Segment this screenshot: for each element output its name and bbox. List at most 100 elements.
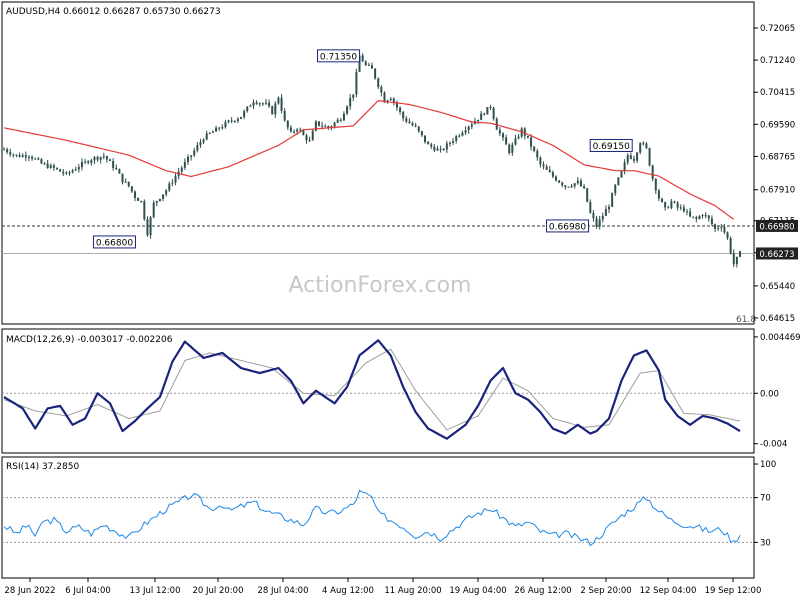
axis-layer: 0.72065 0.71240 0.70415 0.69590 0.68765 0.679… — [4, 24, 800, 596]
candle-body — [180, 167, 183, 172]
candle-body — [268, 102, 271, 107]
candle-body — [533, 146, 536, 151]
candle-body — [143, 201, 146, 220]
candle-body — [411, 123, 414, 126]
x-tick-label: 13 Jul 12:00 — [130, 586, 181, 596]
x-tick-label: 11 Aug 20:00 — [384, 586, 441, 596]
candle-body — [732, 252, 735, 265]
candle-body — [380, 87, 383, 93]
candle-body — [424, 135, 427, 142]
candle-body — [361, 55, 364, 62]
candle-body — [480, 113, 483, 120]
level-label-box — [92, 235, 136, 249]
level-label-text: 0.66800 — [96, 238, 133, 248]
candle-body — [261, 103, 264, 105]
candle-body — [592, 212, 595, 219]
candle-body — [52, 165, 55, 168]
candle-body — [105, 156, 108, 160]
candle-body — [355, 72, 358, 95]
main-y-tick-label: 0.69590 — [760, 120, 795, 130]
candle-body — [542, 164, 545, 167]
candle-body — [308, 140, 311, 142]
candle-body — [121, 173, 124, 183]
candle-body — [43, 163, 46, 165]
candle-body — [430, 144, 433, 147]
candle-body — [642, 143, 645, 145]
candle-body — [314, 121, 317, 131]
candle-body — [302, 130, 305, 136]
candle-body — [611, 193, 614, 207]
candle-body — [685, 211, 688, 213]
candle-body — [317, 121, 320, 126]
candle-body — [18, 155, 21, 157]
candle-body — [352, 94, 355, 98]
candle-body — [439, 148, 442, 150]
candle-body — [99, 156, 102, 160]
candle-body — [598, 219, 601, 227]
main-chart-layer: 0.71350 0.69150 0.66980 0.66800 — [2, 49, 754, 268]
candle-body — [714, 224, 717, 229]
macd-y-tick-label: -0.004 — [760, 440, 787, 450]
candle-body — [520, 128, 523, 137]
candle-body — [196, 145, 199, 151]
candle-body — [427, 141, 430, 145]
candle-body — [620, 171, 623, 178]
candle-body — [707, 215, 710, 219]
macd-header-label: MACD(12,26,9) -0.003017 -0.002206 — [6, 335, 173, 345]
candle-body — [517, 136, 520, 139]
candle-body — [470, 124, 473, 127]
candle-body — [408, 121, 411, 124]
candle-body — [339, 119, 342, 121]
candle-body — [258, 103, 261, 105]
candle-body — [21, 155, 24, 157]
candle-body — [570, 186, 573, 188]
candle-body — [661, 198, 664, 203]
candle-body — [389, 98, 392, 101]
candle-body — [80, 162, 83, 168]
candle-body — [327, 126, 330, 129]
candle-body — [289, 127, 292, 132]
candle-body — [31, 156, 34, 159]
candle-body — [704, 215, 707, 217]
candle-body — [171, 182, 174, 184]
price-badge-text: 0.66980 — [759, 222, 794, 232]
candle-body — [208, 132, 211, 134]
rsi-y-tick-label: 100 — [760, 460, 776, 470]
candle-body — [530, 137, 533, 147]
x-tick-label: 26 Aug 12:00 — [514, 586, 571, 596]
candle-body — [720, 227, 723, 229]
candle-body — [586, 188, 589, 202]
candle-body — [508, 144, 511, 153]
candle-body — [56, 167, 59, 170]
candle-body — [336, 119, 339, 123]
level-label-box — [589, 138, 633, 152]
candle-body — [183, 161, 186, 168]
candle-body — [498, 129, 501, 134]
candle-body — [342, 113, 345, 121]
candle-body — [124, 181, 127, 183]
candle-body — [293, 131, 296, 133]
candle-body — [583, 186, 586, 189]
main-y-tick-label: 0.72065 — [760, 24, 795, 34]
candle-body — [233, 120, 236, 122]
candle-body — [286, 120, 289, 128]
candle-body — [37, 158, 40, 160]
candle-body — [102, 156, 105, 158]
candle-body — [698, 216, 701, 219]
candle-body — [283, 110, 286, 121]
candle-body — [280, 97, 283, 111]
candle-body — [461, 132, 464, 136]
candle-body — [364, 61, 367, 65]
candle-body — [558, 180, 561, 183]
candle-body — [399, 107, 402, 112]
candle-body — [12, 154, 15, 156]
candle-body — [264, 102, 267, 104]
rsi-panel-frame — [1, 456, 755, 579]
candle-body — [199, 142, 202, 146]
main-panel-frame — [1, 1, 755, 325]
candle-body — [333, 122, 336, 127]
candle-body — [545, 166, 548, 170]
candle-body — [371, 65, 373, 69]
candle-body — [555, 176, 557, 181]
candle-body — [639, 143, 642, 153]
